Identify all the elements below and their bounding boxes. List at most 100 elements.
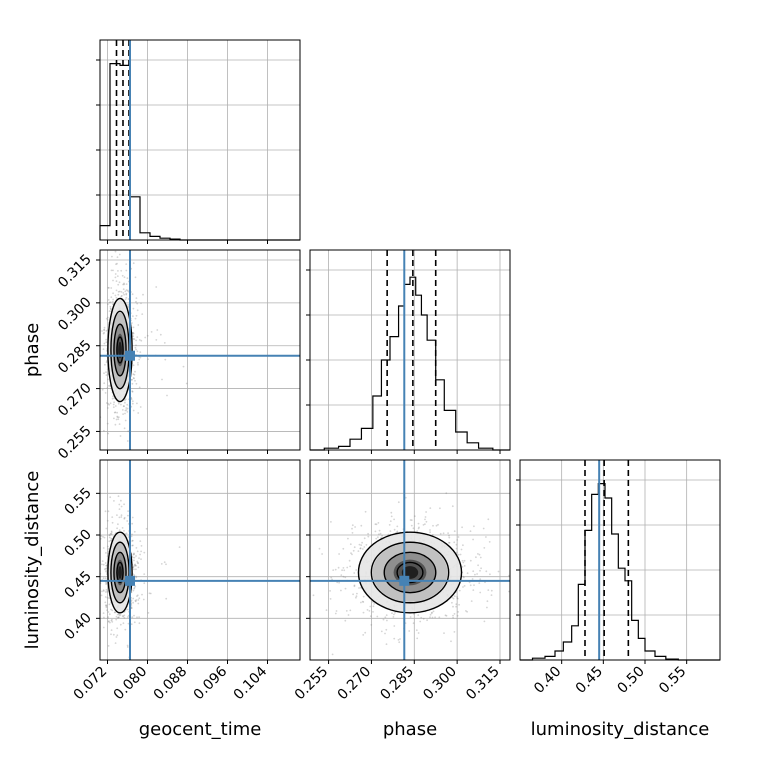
sample-point [144,336,147,339]
sample-point [110,269,113,272]
sample-point [135,599,138,601]
sample-point [478,553,481,556]
sample-point [147,358,150,361]
sample-point [367,532,369,535]
sample-point [517,579,519,581]
x-tick-label: 0.080 [111,664,151,704]
sample-point [479,591,482,594]
sample-point [133,559,135,562]
sample-point [385,614,388,617]
sample-point [107,616,109,618]
sample-point [133,574,136,576]
sample-point [125,296,128,299]
sample-point [438,616,441,619]
sample-point [393,613,395,616]
sample-point [455,547,458,550]
sample-point [109,533,112,535]
y-tick-label: 0.315 [55,252,95,292]
sample-point [126,407,129,410]
sample-point [397,501,400,504]
sample-point [111,618,113,621]
sample-point [445,492,448,495]
sample-point [134,346,137,349]
sample-point [112,406,115,409]
sample-point [378,533,380,536]
sample-point [123,503,125,506]
sample-point [393,518,395,521]
contour-line [357,531,463,614]
sample-point [106,555,109,557]
sample-point [103,328,106,331]
sample-point [104,562,107,564]
sample-point [104,510,107,513]
sample-point [131,293,134,296]
sample-point [361,541,363,544]
sample-point [332,569,335,571]
sample-point [469,530,472,533]
sample-point [106,319,109,321]
sample-point [123,283,126,286]
sample-point [134,599,137,602]
sample-point [117,270,119,272]
sample-point [361,600,364,603]
sample-point [424,523,426,525]
sample-point [391,612,393,615]
sample-point [110,287,113,289]
sample-point [378,529,381,532]
sample-point [136,550,139,553]
joint-panel-phase-luminosity_distance [306,459,519,664]
sample-point [139,553,142,556]
sample-point [115,289,118,292]
sample-point [135,314,138,317]
sample-point [123,614,126,617]
sample-point [111,609,114,612]
sample-point [364,631,367,634]
sample-point [103,568,106,571]
sample-point [123,530,125,532]
sample-point [102,332,105,335]
sample-point [108,620,110,622]
sample-point [471,578,474,580]
sample-point [460,548,463,551]
sample-point [122,615,125,618]
sample-point [483,620,486,623]
sample-point [135,348,138,351]
sample-point [384,632,386,635]
sample-point [126,608,129,611]
sample-point [164,358,167,361]
sample-point [353,585,356,588]
sample-point [134,379,136,382]
sample-point [135,564,137,567]
sample-point [117,402,120,405]
sample-point [342,575,345,578]
sample-point [96,542,98,544]
x-tick-label: 0.40 [531,664,564,697]
density-level [401,566,419,579]
sample-point [140,545,143,547]
sample-point [479,578,482,581]
sample-point [396,525,399,528]
sample-point [143,582,146,585]
sample-point [163,342,166,344]
sample-point [389,520,392,522]
sample-point [105,567,107,570]
sample-point [112,633,115,636]
sample-point [103,326,106,329]
sample-point [137,566,140,569]
sample-point [451,596,454,599]
sample-point [350,552,352,554]
ylabel-phase: phase [22,323,43,377]
sample-point [125,293,128,296]
sample-point [429,529,431,531]
sample-point [137,324,140,326]
sample-point [132,307,135,310]
sample-point [143,573,146,575]
sample-point [470,600,473,602]
panel-frame [309,459,511,661]
sample-point [126,277,129,280]
sample-point [109,621,111,624]
sample-point [422,524,425,526]
sample-point [485,570,488,573]
sample-point [105,317,108,320]
sample-point [356,592,358,595]
